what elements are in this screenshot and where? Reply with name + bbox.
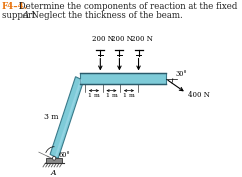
- Text: 60°: 60°: [58, 151, 70, 159]
- Text: Determine the components of reaction at the fixed: Determine the components of reaction at …: [16, 2, 237, 11]
- Text: 1 m: 1 m: [106, 93, 117, 98]
- Text: A: A: [50, 169, 56, 177]
- Circle shape: [53, 156, 56, 160]
- Text: . Neglect the thickness of the beam.: . Neglect the thickness of the beam.: [26, 11, 183, 19]
- Text: 1 m: 1 m: [123, 93, 135, 98]
- Text: support: support: [2, 11, 38, 19]
- Text: 200 N: 200 N: [131, 35, 152, 43]
- Polygon shape: [55, 79, 82, 158]
- Bar: [46, 158, 62, 163]
- Text: 3 m: 3 m: [44, 113, 58, 121]
- Text: 30°: 30°: [175, 70, 187, 78]
- Text: 1 m: 1 m: [88, 93, 100, 98]
- Text: 200 N: 200 N: [92, 35, 114, 43]
- Polygon shape: [80, 73, 166, 84]
- Polygon shape: [50, 77, 84, 158]
- Text: F4–4.: F4–4.: [2, 2, 28, 11]
- Text: 400 N: 400 N: [188, 91, 210, 99]
- Text: A: A: [22, 11, 29, 19]
- Text: 200 N: 200 N: [112, 35, 133, 43]
